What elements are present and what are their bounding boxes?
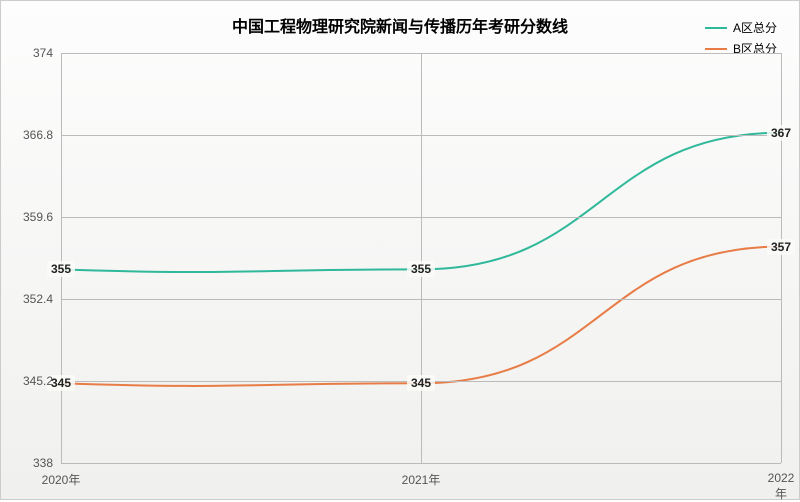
plot-area: 355355367345345357	[61, 53, 781, 463]
h-gridline	[61, 463, 781, 464]
data-label: 367	[767, 125, 795, 141]
v-gridline	[421, 53, 422, 463]
x-tick-label: 2020年	[42, 471, 81, 488]
legend-swatch-a	[705, 27, 727, 29]
y-tick-label: 352.4	[23, 292, 53, 306]
y-tick-label: 374	[33, 46, 53, 60]
legend-swatch-b	[705, 48, 727, 50]
v-gridline	[781, 53, 782, 463]
y-tick-label: 359.6	[23, 210, 53, 224]
data-label: 355	[407, 261, 435, 277]
v-gridline	[61, 53, 62, 463]
data-label: 345	[407, 375, 435, 391]
chart-container: 中国工程物理研究院新闻与传播历年考研分数线 A区总分 B区总分 35535536…	[0, 0, 800, 500]
x-tick-label: 2021年	[402, 471, 441, 488]
y-tick-label: 338	[33, 456, 53, 470]
x-tick-label: 2022年	[768, 471, 795, 502]
y-tick-label: 345.2	[23, 374, 53, 388]
legend-item-a: A区总分	[705, 19, 777, 36]
data-label: 357	[767, 239, 795, 255]
legend-label-a: A区总分	[733, 19, 777, 36]
data-label: 355	[47, 261, 75, 277]
chart-title: 中国工程物理研究院新闻与传播历年考研分数线	[1, 13, 799, 37]
y-tick-label: 366.8	[23, 128, 53, 142]
